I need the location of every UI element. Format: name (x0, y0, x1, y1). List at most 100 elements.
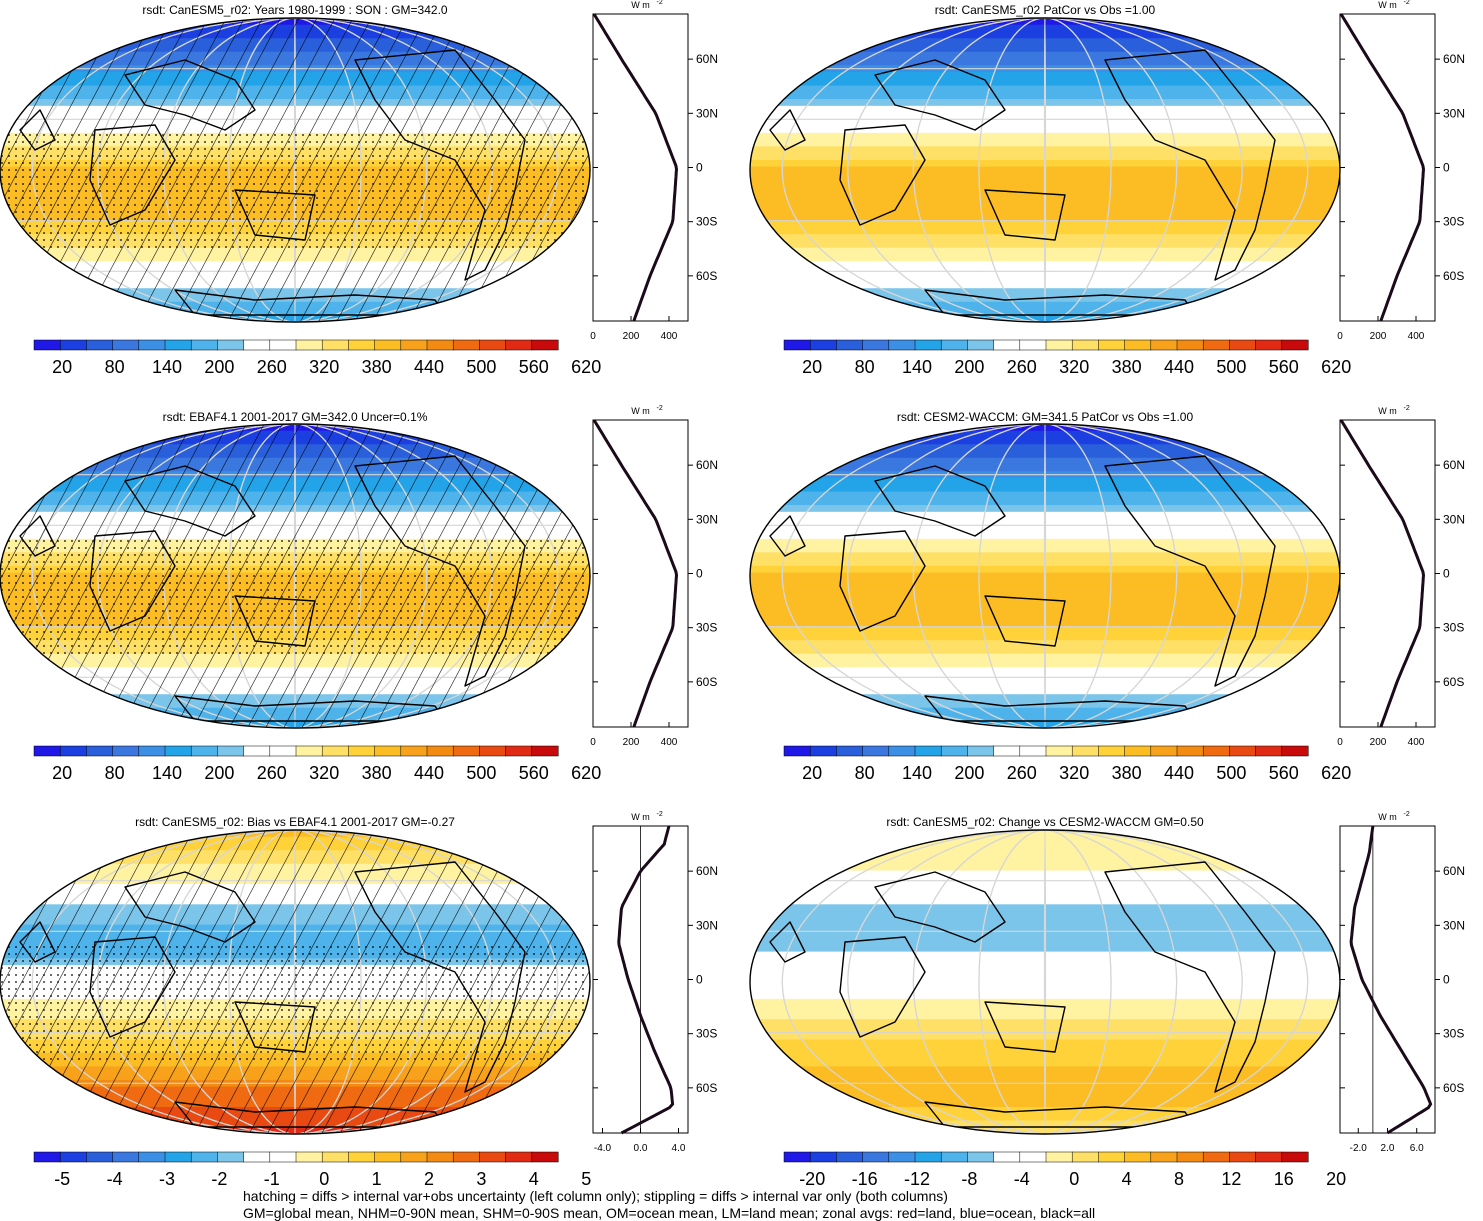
profile-curve (592, 13, 679, 322)
colorbar-tick-label: -1 (264, 1169, 280, 1189)
colorbar-tick-label: 200 (954, 357, 984, 377)
colorbar-swatch (426, 1151, 454, 1163)
colorbar-swatch (1281, 745, 1309, 757)
colorbar-swatch (348, 745, 376, 757)
colorbar-tick-label: -12 (904, 1169, 930, 1189)
colorbar-swatch (940, 339, 968, 351)
profile-curve (1339, 13, 1426, 322)
coastline-path (839, 530, 926, 632)
map-panel-bottom-right (749, 829, 1341, 1135)
colorbar-tick-label: -5 (54, 1169, 70, 1189)
colorbar-swatch (836, 339, 864, 351)
colorbar-swatch (321, 1151, 349, 1163)
colorbar-tick-label: 140 (902, 357, 932, 377)
colorbar-tick-label: -4 (1014, 1169, 1030, 1189)
colorbar-swatch (452, 1151, 480, 1163)
profile-x-tick-label: 0 (1337, 331, 1343, 342)
colorbar-swatch (217, 339, 245, 351)
colorbar-swatch (348, 1151, 376, 1163)
footer-note-means: GM=global mean, NHM=0-90N mean, SHM=0-90… (243, 1205, 1096, 1221)
colorbar-tick-label: 320 (1059, 357, 1089, 377)
colorbar-tick-label: 560 (1269, 357, 1299, 377)
profile-frame (1339, 13, 1436, 322)
colorbar-swatch (1150, 339, 1178, 351)
coastline-path (874, 465, 1006, 537)
colorbar-swatch (33, 1151, 61, 1163)
colorbar-tick-label: 0 (319, 1169, 329, 1189)
colorbar-swatch (809, 745, 837, 757)
profile-y-tick-label: 60S (696, 675, 717, 689)
colorbar-tick-label: 620 (571, 763, 601, 783)
profile-unit-label: W m (1378, 812, 1397, 822)
zonal-profile-bottom-right: 60N 30N 0 30S 60S -2.0 2.0 6.0 W m -2 (1339, 811, 1465, 1154)
colorbar-swatch (452, 745, 480, 757)
profile-curve (617, 825, 675, 1135)
profile-y-tick-label: 60N (1443, 864, 1465, 878)
colorbar-swatch (400, 1151, 428, 1163)
profile-y-tick-label: 30S (1443, 621, 1464, 635)
profile-x-tick-label: 200 (623, 331, 640, 342)
profile-y-tick-label: 60N (1443, 52, 1465, 66)
colorbar-swatch (269, 339, 297, 351)
meridian-line (847, 18, 1243, 322)
colorbar-bottom-right: -20 -16 -12 -8 -4 0 4 8 12 16 20 (783, 1151, 1346, 1189)
colorbar-swatch (59, 339, 87, 351)
map-outline (0, 423, 591, 729)
colorbar-swatch (1019, 1151, 1047, 1163)
colorbar-swatch (940, 745, 968, 757)
colorbar-swatch (1281, 339, 1309, 351)
meridian-line (1043, 424, 1047, 728)
zonal-profile-bottom-left: 60N 30N 0 30S 60S -4.0 0.0 4.0 W m -2 (592, 811, 718, 1154)
colorbar-swatch (1045, 339, 1073, 351)
coastline-path (984, 595, 1066, 647)
coastline-path (124, 871, 256, 943)
colorbar-tick-label: 140 (152, 357, 182, 377)
colorbar-tick-label: 3 (476, 1169, 486, 1189)
profile-x-tick-label: 0.0 (634, 1143, 648, 1154)
colorbar-tick-label: 500 (466, 357, 496, 377)
map-outline (0, 17, 591, 323)
colorbar-tick-label: 200 (954, 763, 984, 783)
colorbar-top-right: 20 80 140 200 260 320 380 440 500 560 620 (783, 339, 1351, 377)
colorbar-swatch (426, 745, 454, 757)
colorbar-swatch (967, 339, 995, 351)
profile-frame (592, 419, 689, 728)
colorbar-tick-label: -8 (961, 1169, 977, 1189)
meridian-line (912, 18, 1178, 322)
coastline-path (19, 109, 56, 151)
coastline-path (19, 515, 56, 557)
colorbar-swatch (862, 1151, 890, 1163)
colorbar-swatch (1176, 1151, 1204, 1163)
colorbar-swatch (138, 1151, 166, 1163)
profile-y-tick-label: 30S (696, 215, 717, 229)
colorbar-swatch (967, 745, 995, 757)
colorbar-tick-label: 20 (52, 357, 72, 377)
colorbar-swatch (1098, 1151, 1126, 1163)
profile-curve (1339, 419, 1426, 728)
coastline-path (124, 59, 256, 131)
colorbar-swatch (374, 1151, 402, 1163)
colorbar-swatch (217, 745, 245, 757)
meridian-line (912, 830, 1178, 1134)
profile-unit-exponent: -2 (1404, 0, 1410, 6)
colorbar-middle-right: 20 80 140 200 260 320 380 440 500 560 620 (783, 745, 1351, 783)
profile-y-tick-label: 60S (1443, 1081, 1464, 1095)
colorbar-swatch (993, 745, 1021, 757)
profile-y-tick-label: 30N (696, 106, 718, 120)
colorbar-tick-label: -4 (107, 1169, 123, 1189)
colorbar-swatch (993, 1151, 1021, 1163)
colorbar-tick-label: 320 (309, 763, 339, 783)
colorbar-tick-label: 260 (1007, 763, 1037, 783)
coastline-path (874, 59, 1006, 131)
profile-x-tick-label: 400 (661, 737, 678, 748)
meridian-line (1043, 830, 1047, 1134)
colorbar-swatch (374, 339, 402, 351)
colorbar-swatch (836, 1151, 864, 1163)
profile-unit-label: W m (631, 0, 650, 10)
colorbar-swatch (33, 745, 61, 757)
coastline-path (89, 530, 176, 632)
coastline-path (1104, 861, 1276, 1093)
colorbar-swatch (243, 745, 271, 757)
profile-unit-exponent: -2 (657, 811, 663, 818)
colorbar-swatch (217, 1151, 245, 1163)
